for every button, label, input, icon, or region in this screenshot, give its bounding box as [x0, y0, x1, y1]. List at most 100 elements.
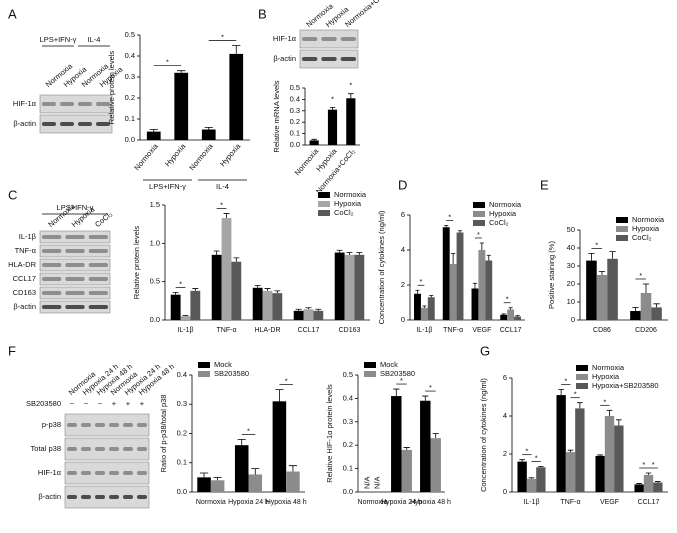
significance-label: * [220, 200, 223, 209]
y-tick-label: 0.5 [290, 83, 300, 92]
significance-label: * [400, 376, 403, 385]
bar [536, 467, 546, 492]
treatment-sign: + [140, 399, 145, 408]
significance-label: * [642, 460, 645, 469]
x-tick-label: IL-1β [177, 327, 193, 334]
bar [653, 482, 663, 492]
error-bar [616, 419, 622, 426]
legend-swatch [576, 374, 588, 380]
blot-band [340, 57, 356, 61]
y-tick-label: 0.1 [177, 458, 187, 467]
error-bar [275, 389, 284, 402]
x-tick-label: IL-1β [523, 499, 539, 506]
bar [391, 396, 402, 492]
panel-letter: D [398, 177, 407, 192]
y-tick-label: 0.1 [125, 114, 135, 123]
blot-strip [39, 94, 113, 114]
blot-band [88, 249, 108, 253]
legend-swatch [576, 365, 588, 371]
error-bar [444, 225, 449, 228]
y-axis-label: Ratio of p-p38/total p38 [159, 395, 168, 473]
bar [334, 252, 345, 320]
blot-band [109, 495, 119, 499]
y-tick-label: 0.2 [177, 428, 187, 437]
significance-label: * [652, 460, 655, 469]
significance-label: * [419, 277, 422, 286]
bar [456, 232, 464, 320]
bar [586, 260, 597, 320]
y-tick-label: 0.4 [290, 94, 300, 103]
y-tick-label: 4 [401, 245, 405, 254]
error-bar [577, 402, 583, 409]
x-tick-label: Hypoxia [163, 141, 188, 168]
blot-band [137, 447, 147, 451]
legend-label: Normoxia [334, 190, 367, 199]
significance-label: * [429, 383, 432, 392]
row-label: HIF-1α [13, 99, 37, 108]
error-bar [422, 395, 429, 401]
y-tick-label: 0.3 [343, 417, 353, 426]
blot-band [42, 305, 62, 309]
blot-band [88, 235, 108, 239]
legend-label: Mock [380, 360, 398, 369]
group-label: LPS+IFN-γ [149, 182, 186, 191]
bar [303, 309, 314, 320]
y-tick-label: 6 [503, 373, 507, 382]
y-tick-label: 50 [567, 225, 575, 234]
bar [485, 260, 493, 320]
y-axis-label: Relative mRNA levels [272, 80, 281, 152]
bar [556, 395, 566, 492]
legend-swatch [616, 217, 628, 223]
blot-band [95, 471, 105, 475]
error-bar [567, 449, 574, 453]
bar [420, 307, 428, 320]
bar [221, 218, 232, 320]
x-tick-label: TNF-α [217, 327, 237, 334]
y-tick-label: 1.0 [150, 238, 160, 247]
significance-label: * [525, 447, 528, 456]
blot-band [137, 423, 147, 427]
bar [201, 129, 216, 140]
error-bar [432, 433, 439, 439]
error-bar [597, 454, 603, 456]
panel-letter: B [258, 6, 267, 21]
error-bar [501, 313, 506, 315]
blot-band [137, 495, 147, 499]
bar [507, 309, 515, 320]
y-axis-label: Relative protein levels [107, 51, 116, 125]
error-bar [348, 93, 354, 99]
legend-swatch [616, 235, 628, 241]
blot-strip [39, 286, 111, 300]
bar [309, 140, 319, 145]
bar [595, 455, 605, 492]
error-bar [429, 295, 434, 298]
legend-swatch [473, 202, 485, 208]
blot-band [109, 423, 119, 427]
blot-band [123, 447, 133, 451]
legend-swatch [318, 201, 330, 207]
error-bar [655, 481, 661, 483]
error-bar [356, 252, 363, 255]
group-label: IL-4 [88, 35, 101, 44]
bar [234, 445, 249, 492]
error-bar [609, 251, 616, 259]
row-label: HIF-1α [38, 468, 62, 477]
significance-label: * [564, 376, 567, 385]
bar [427, 297, 435, 320]
y-axis-label: Positive staining (%) [547, 241, 556, 309]
blot-strip [39, 114, 113, 134]
y-tick-label: 0.2 [343, 440, 353, 449]
error-bar [598, 271, 606, 275]
y-tick-label: 10 [567, 297, 575, 306]
blot-band [67, 495, 77, 499]
y-tick-label: 0.0 [290, 140, 300, 149]
y-tick-label: 4 [503, 411, 507, 420]
error-bar [232, 45, 241, 54]
x-tick-label: CD163 [339, 327, 361, 334]
error-bar [642, 283, 650, 293]
row-label: CCL17 [13, 274, 36, 283]
error-bar [264, 288, 271, 291]
row-label: p-p38 [42, 420, 61, 429]
blot-strip [64, 413, 150, 437]
bar [643, 474, 654, 492]
